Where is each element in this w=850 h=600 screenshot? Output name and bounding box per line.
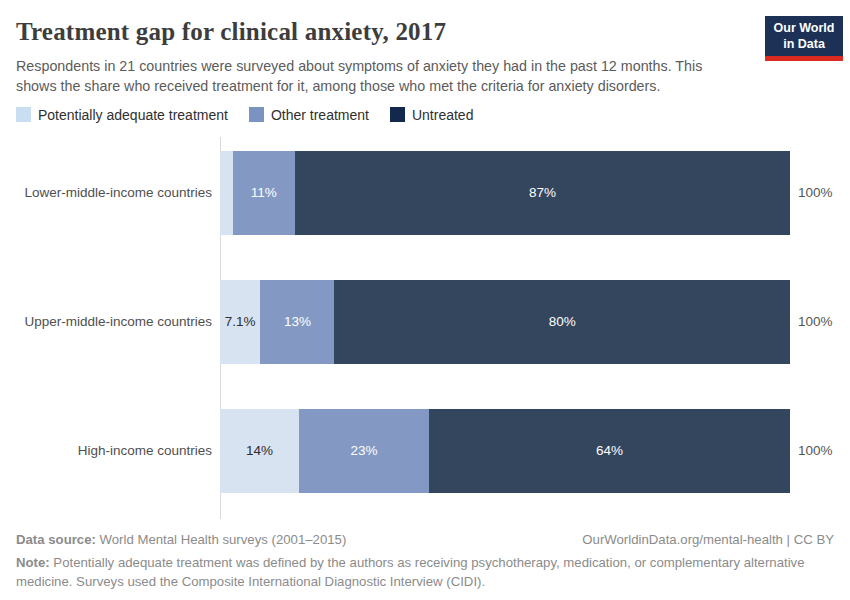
footer: Data source: World Mental Health surveys… bbox=[16, 531, 834, 592]
bar-segment[interactable]: 87% bbox=[295, 151, 790, 235]
bar-segment[interactable]: 80% bbox=[334, 280, 790, 364]
bar-segment[interactable]: 13% bbox=[260, 280, 334, 364]
page-title: Treatment gap for clinical anxiety, 2017 bbox=[16, 18, 834, 46]
legend-swatch-icon bbox=[390, 107, 405, 122]
bar-segment[interactable]: 23% bbox=[299, 409, 429, 493]
data-source: Data source: World Mental Health surveys… bbox=[16, 531, 346, 550]
bar-segment[interactable] bbox=[220, 151, 233, 235]
legend-swatch-icon bbox=[249, 107, 264, 122]
legend-item-label: Potentially adequate treatment bbox=[38, 107, 228, 123]
owid-logo-red-strip bbox=[765, 56, 843, 61]
category-label: Upper-middle-income countries bbox=[16, 280, 220, 364]
chart-rows: Lower-middle-income countries11%87%100%U… bbox=[16, 137, 834, 493]
stacked-bar: 14%23%64% bbox=[220, 409, 790, 493]
legend-item-2[interactable]: Untreated bbox=[390, 107, 473, 123]
row-total-label: 100% bbox=[798, 280, 833, 364]
chart-subtitle: Respondents in 21 countries were surveye… bbox=[16, 56, 706, 97]
owid-logo[interactable]: Our World in Data bbox=[765, 16, 843, 61]
chart-area: Lower-middle-income countries11%87%100%U… bbox=[16, 137, 834, 519]
bar-segment[interactable]: 11% bbox=[233, 151, 296, 235]
legend-swatch-icon bbox=[16, 107, 31, 122]
legend-item-0[interactable]: Potentially adequate treatment bbox=[16, 107, 228, 123]
owid-logo-line1: Our World bbox=[765, 20, 843, 36]
footnote-label: Note: bbox=[16, 555, 50, 570]
row-total-label: 100% bbox=[798, 151, 833, 235]
footnote-text: Potentially adequate treatment was defin… bbox=[16, 555, 805, 589]
category-label: High-income countries bbox=[16, 409, 220, 493]
category-label: Lower-middle-income countries bbox=[16, 151, 220, 235]
bar-segment[interactable]: 14% bbox=[220, 409, 299, 493]
chart-row: Lower-middle-income countries11%87%100% bbox=[16, 151, 834, 235]
data-source-text: World Mental Health surveys (2001–2015) bbox=[96, 532, 346, 547]
credit-link[interactable]: OurWorldinData.org/mental-health | CC BY bbox=[582, 531, 834, 550]
row-total-label: 100% bbox=[798, 409, 833, 493]
bar-segment[interactable]: 7.1% bbox=[220, 280, 260, 364]
legend-item-label: Other treatment bbox=[271, 107, 369, 123]
legend-item-label: Untreated bbox=[412, 107, 473, 123]
legend-item-1[interactable]: Other treatment bbox=[249, 107, 369, 123]
chart-row: Upper-middle-income countries7.1%13%80%1… bbox=[16, 280, 834, 364]
data-source-label: Data source: bbox=[16, 532, 96, 547]
bar-segment[interactable]: 64% bbox=[429, 409, 790, 493]
stacked-bar: 11%87% bbox=[220, 151, 790, 235]
owid-logo-box: Our World in Data bbox=[765, 16, 843, 56]
owid-logo-line2: in Data bbox=[765, 36, 843, 52]
chart-row: High-income countries14%23%64%100% bbox=[16, 409, 834, 493]
legend: Potentially adequate treatment Other trea… bbox=[16, 107, 834, 123]
chart-page: Treatment gap for clinical anxiety, 2017… bbox=[0, 0, 850, 600]
footnote: Note: Potentially adequate treatment was… bbox=[16, 554, 834, 591]
stacked-bar: 7.1%13%80% bbox=[220, 280, 790, 364]
